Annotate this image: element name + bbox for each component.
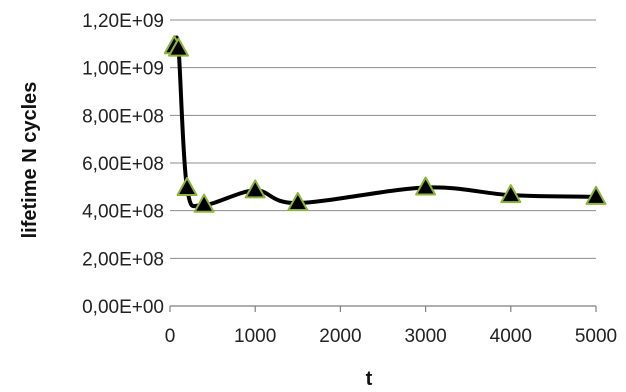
x-tick-label: 3000 <box>404 326 446 347</box>
x-axis-label: t <box>366 368 373 390</box>
y-tick-label: 0,00E+00 <box>82 297 164 318</box>
y-axis-label: lifetime N cycles <box>19 82 41 239</box>
data-markers <box>163 35 607 213</box>
x-tick-label: 0 <box>165 326 176 347</box>
x-tick-label: 5000 <box>575 326 617 347</box>
x-tick-label: 2000 <box>319 326 361 347</box>
data-point-marker <box>287 192 309 212</box>
y-tick-label: 4,00E+08 <box>82 202 164 223</box>
series-line <box>172 35 598 209</box>
y-tick-labels: 0,00E+00 2,00E+08 4,00E+08 6,00E+08 8,00E+08… <box>82 11 164 318</box>
data-point-marker <box>168 37 190 57</box>
x-tick-label: 4000 <box>490 326 532 347</box>
data-point-marker <box>585 185 607 205</box>
data-point-marker <box>500 184 522 204</box>
data-point-marker <box>415 176 437 196</box>
y-tick-label: 2,00E+08 <box>82 249 164 270</box>
x-tick-labels: 0 1000 2000 3000 4000 5000 <box>165 326 617 347</box>
y-tick-label: 8,00E+08 <box>82 106 164 127</box>
data-point-marker <box>176 177 198 197</box>
x-tick-marks <box>169 306 597 312</box>
grid-lines <box>170 19 596 259</box>
y-tick-label: 1,00E+09 <box>82 59 164 80</box>
y-tick-label: 1,20E+09 <box>82 11 164 32</box>
x-tick-label: 1000 <box>234 326 276 347</box>
y-tick-label: 6,00E+08 <box>82 154 164 175</box>
data-point-marker <box>244 179 266 199</box>
data-point-marker <box>193 193 215 213</box>
